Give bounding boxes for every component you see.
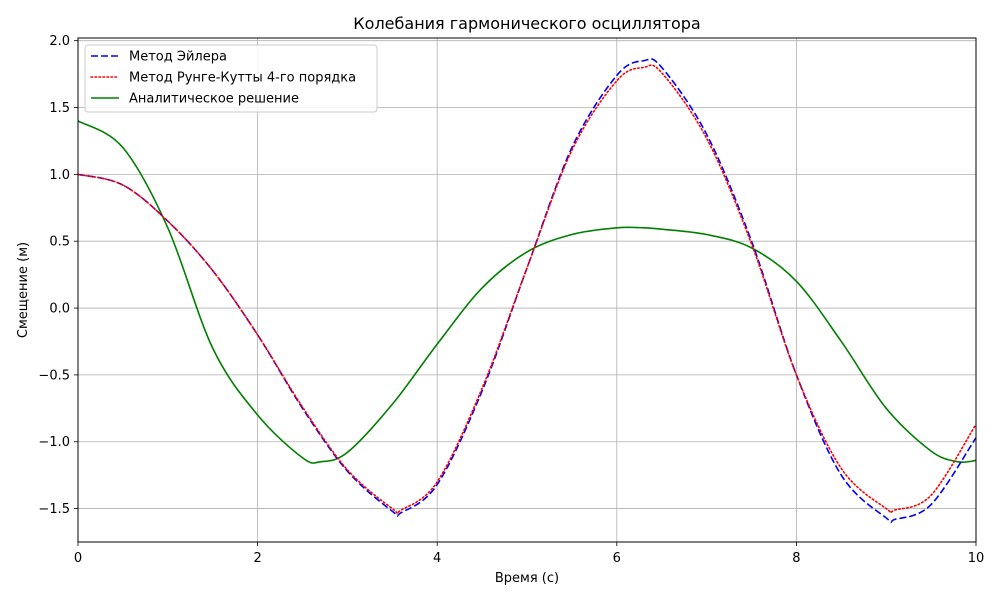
x-tick-label: 2 bbox=[253, 551, 261, 566]
legend-label-euler: Метод Эйлера bbox=[129, 50, 227, 65]
grid-layer bbox=[77, 38, 977, 542]
series-line-runge-kutta bbox=[77, 64, 977, 515]
plot-frame bbox=[77, 37, 977, 543]
series-layer bbox=[77, 58, 977, 523]
x-tick-label: 10 bbox=[968, 551, 985, 566]
y-tick-label: 1.5 bbox=[49, 101, 70, 116]
legend-box bbox=[84, 44, 378, 113]
x-tick-label: 8 bbox=[792, 551, 800, 566]
series-line-euler bbox=[77, 58, 977, 523]
x-tick-label: 6 bbox=[613, 551, 621, 566]
y-tick-label: 1.0 bbox=[49, 168, 70, 183]
chart-title: Колебания гармонического осциллятора bbox=[353, 14, 700, 33]
tick-layer: 0 2 4 6 8 10 −1.5 −1.0 −0.5 0.0 0.5 1.0 1.5 2.0 bbox=[38, 34, 984, 566]
x-axis-label: Время (с) bbox=[495, 571, 559, 586]
y-tick-label: 0.0 bbox=[49, 302, 70, 317]
y-tick-label: −1.0 bbox=[38, 435, 70, 450]
legend-label-runge-kutta: Метод Рунге-Кутты 4-го порядка bbox=[129, 71, 356, 86]
y-tick-label: 2.0 bbox=[49, 34, 70, 49]
y-tick-label: −1.5 bbox=[38, 502, 70, 517]
series-line-analytic bbox=[77, 120, 977, 464]
legend: Метод Эйлера Метод Рунге-Кутты 4-го поряд… bbox=[84, 44, 378, 113]
x-tick-label: 0 bbox=[74, 551, 82, 566]
y-axis-label: Смещение (м) bbox=[16, 242, 31, 338]
x-tick-label: 4 bbox=[433, 551, 441, 566]
legend-label-analytic: Аналитическое решение bbox=[129, 92, 299, 107]
y-tick-label: 0.5 bbox=[49, 235, 70, 250]
y-tick-label: −0.5 bbox=[38, 368, 70, 383]
